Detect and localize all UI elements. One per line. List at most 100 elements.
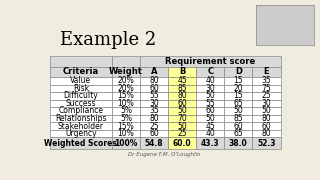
Text: Success: Success [66, 99, 96, 108]
FancyBboxPatch shape [112, 100, 140, 107]
Text: 50: 50 [205, 114, 215, 123]
Text: 65: 65 [234, 99, 243, 108]
Text: 85: 85 [234, 114, 243, 123]
Text: 35: 35 [149, 106, 159, 115]
Text: Weighted Scores: Weighted Scores [44, 139, 117, 148]
Text: 52.3: 52.3 [257, 139, 276, 148]
FancyBboxPatch shape [252, 77, 281, 85]
FancyBboxPatch shape [50, 67, 112, 77]
Text: 5%: 5% [120, 106, 132, 115]
Text: Value: Value [70, 76, 92, 85]
FancyBboxPatch shape [140, 107, 168, 115]
Text: 10%: 10% [117, 99, 134, 108]
Text: 15%: 15% [117, 122, 134, 130]
Text: 20: 20 [234, 84, 243, 93]
Text: 100%: 100% [114, 139, 138, 148]
FancyBboxPatch shape [112, 92, 140, 100]
Text: 43.3: 43.3 [201, 139, 220, 148]
FancyBboxPatch shape [140, 130, 168, 137]
FancyBboxPatch shape [140, 85, 168, 92]
Text: 50: 50 [262, 106, 271, 115]
FancyBboxPatch shape [224, 107, 252, 115]
FancyBboxPatch shape [168, 77, 196, 85]
FancyBboxPatch shape [196, 67, 224, 77]
FancyBboxPatch shape [168, 67, 196, 77]
FancyBboxPatch shape [112, 115, 140, 122]
Text: 5%: 5% [120, 114, 132, 123]
Text: Example 2: Example 2 [60, 31, 156, 49]
FancyBboxPatch shape [140, 92, 168, 100]
FancyBboxPatch shape [252, 137, 281, 149]
Text: 50: 50 [205, 91, 215, 100]
Text: 30: 30 [205, 84, 215, 93]
Text: 50: 50 [234, 106, 243, 115]
Text: 60: 60 [177, 99, 187, 108]
FancyBboxPatch shape [196, 115, 224, 122]
Text: 30: 30 [262, 99, 271, 108]
FancyBboxPatch shape [50, 85, 112, 92]
Text: 55: 55 [149, 91, 159, 100]
FancyBboxPatch shape [168, 137, 196, 149]
FancyBboxPatch shape [252, 122, 281, 130]
FancyBboxPatch shape [140, 56, 281, 67]
Text: 15%: 15% [117, 91, 134, 100]
FancyBboxPatch shape [252, 100, 281, 107]
FancyBboxPatch shape [168, 85, 196, 92]
FancyBboxPatch shape [196, 137, 224, 149]
Text: 10%: 10% [117, 129, 134, 138]
Text: 70: 70 [177, 114, 187, 123]
Text: 80: 80 [149, 76, 159, 85]
Text: 80: 80 [177, 91, 187, 100]
Text: 45: 45 [205, 122, 215, 130]
FancyBboxPatch shape [252, 67, 281, 77]
FancyBboxPatch shape [168, 115, 196, 122]
Text: Difficulty: Difficulty [63, 91, 98, 100]
Text: Urgency: Urgency [65, 129, 97, 138]
Text: 55: 55 [205, 99, 215, 108]
FancyBboxPatch shape [252, 115, 281, 122]
Text: 60: 60 [149, 84, 159, 93]
Text: 45: 45 [177, 76, 187, 85]
Text: Requirement score: Requirement score [165, 57, 255, 66]
FancyBboxPatch shape [224, 137, 252, 149]
Text: 50: 50 [177, 122, 187, 130]
Text: 60: 60 [262, 122, 271, 130]
FancyBboxPatch shape [140, 122, 168, 130]
FancyBboxPatch shape [140, 137, 168, 149]
FancyBboxPatch shape [112, 77, 140, 85]
Text: 15: 15 [234, 91, 243, 100]
FancyBboxPatch shape [50, 107, 112, 115]
Text: 25: 25 [177, 129, 187, 138]
FancyBboxPatch shape [252, 92, 281, 100]
Text: 80: 80 [262, 114, 271, 123]
FancyBboxPatch shape [112, 67, 140, 77]
Text: Stakeholder: Stakeholder [58, 122, 104, 130]
Text: 15: 15 [234, 76, 243, 85]
Text: 80: 80 [149, 114, 159, 123]
Text: B: B [179, 67, 185, 76]
Text: 60.0: 60.0 [173, 139, 191, 148]
FancyBboxPatch shape [168, 100, 196, 107]
FancyBboxPatch shape [224, 92, 252, 100]
Text: Criteria: Criteria [63, 67, 99, 76]
FancyBboxPatch shape [140, 67, 168, 77]
Text: 40: 40 [205, 76, 215, 85]
FancyBboxPatch shape [168, 122, 196, 130]
Text: 60: 60 [234, 122, 243, 130]
Text: E: E [264, 67, 269, 76]
FancyBboxPatch shape [224, 100, 252, 107]
FancyBboxPatch shape [196, 100, 224, 107]
Text: 60: 60 [205, 106, 215, 115]
Text: 25: 25 [149, 122, 159, 130]
FancyBboxPatch shape [224, 130, 252, 137]
FancyBboxPatch shape [140, 100, 168, 107]
FancyBboxPatch shape [50, 130, 112, 137]
FancyBboxPatch shape [168, 130, 196, 137]
FancyBboxPatch shape [196, 92, 224, 100]
Text: 85: 85 [177, 84, 187, 93]
FancyBboxPatch shape [196, 107, 224, 115]
Text: 40: 40 [205, 129, 215, 138]
FancyBboxPatch shape [50, 115, 112, 122]
FancyBboxPatch shape [112, 56, 140, 67]
FancyBboxPatch shape [224, 122, 252, 130]
